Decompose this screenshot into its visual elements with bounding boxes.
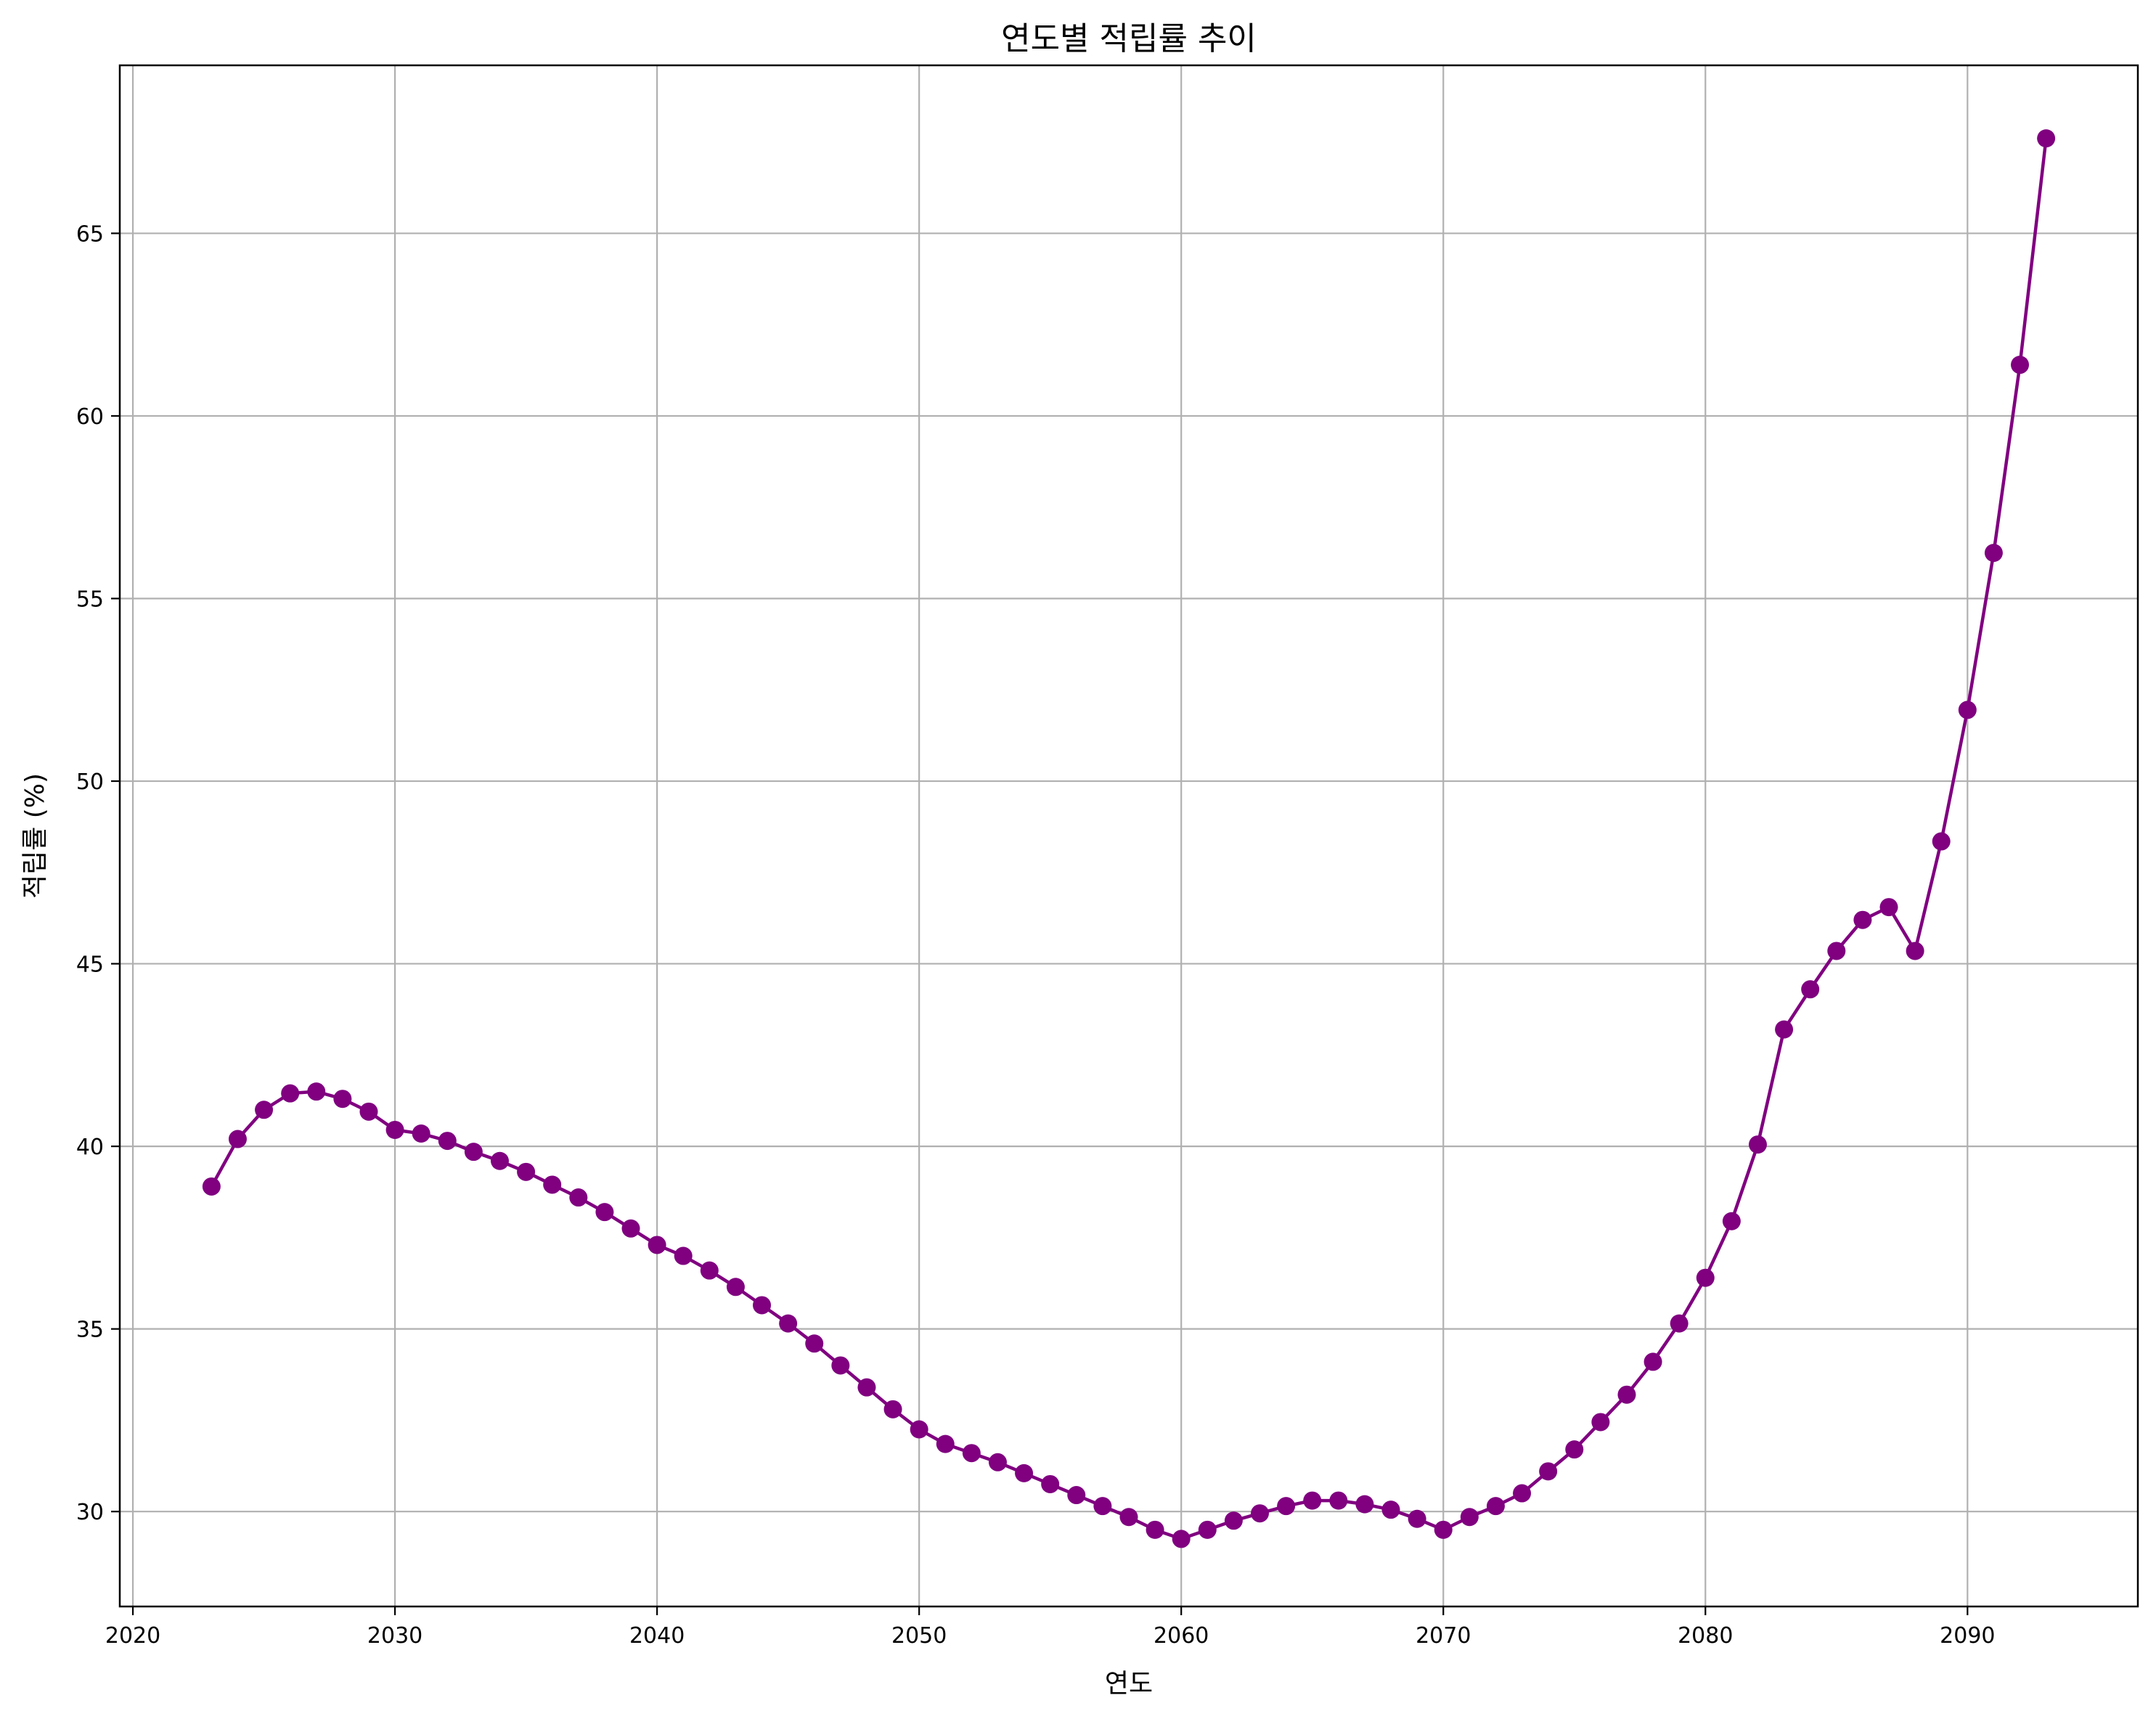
data-point (1670, 1314, 1689, 1333)
data-point (1853, 910, 1872, 929)
data-point (359, 1102, 378, 1121)
y-tick-label: 45 (76, 952, 104, 978)
data-point (1119, 1508, 1138, 1527)
data-point (438, 1132, 457, 1151)
y-tick-label: 40 (76, 1135, 104, 1160)
data-point (831, 1356, 850, 1375)
data-point (883, 1400, 902, 1418)
x-tick-label: 2090 (1940, 1623, 1995, 1649)
data-point (412, 1124, 430, 1143)
data-point (385, 1120, 404, 1139)
x-tick-label: 2060 (1153, 1623, 1209, 1649)
plot-frame (118, 64, 2139, 1608)
data-point (1696, 1268, 1715, 1287)
x-tick-label: 2080 (1678, 1623, 1733, 1649)
data-point (1801, 980, 1820, 999)
y-axis-label: 적립률 (%) (20, 773, 50, 899)
y-tick-label: 35 (76, 1318, 104, 1343)
data-point (1198, 1520, 1217, 1539)
data-point (464, 1143, 483, 1161)
data-point (1958, 701, 1977, 719)
data-point (1329, 1491, 1348, 1510)
data-point (1486, 1497, 1505, 1516)
data-point (700, 1261, 719, 1280)
data-point (1722, 1212, 1741, 1230)
data-point (988, 1453, 1007, 1471)
data-point (1172, 1530, 1191, 1548)
data-point (962, 1444, 981, 1463)
data-point (1827, 942, 1846, 960)
data-point (1984, 544, 2003, 563)
y-tick-label: 50 (76, 769, 104, 795)
data-point (1408, 1509, 1426, 1528)
y-tick-label: 55 (76, 587, 104, 612)
data-point (1041, 1474, 1060, 1493)
data-point (1617, 1385, 1636, 1404)
data-point (726, 1278, 745, 1297)
data-point (1303, 1491, 1322, 1510)
data-point (2037, 129, 2056, 148)
data-point (543, 1175, 562, 1194)
y-tick-label: 30 (76, 1500, 104, 1525)
data-point (753, 1296, 772, 1315)
data-point (1381, 1501, 1400, 1519)
data-point (648, 1236, 666, 1254)
x-tick-label: 2030 (367, 1623, 422, 1649)
x-axis-label: 연도 (1105, 1669, 1153, 1699)
data-point (517, 1162, 536, 1181)
data-point (491, 1151, 510, 1170)
data-point (1591, 1413, 1610, 1432)
data-point (1093, 1497, 1112, 1516)
x-tick-label: 2040 (629, 1623, 685, 1649)
y-tick-label: 65 (76, 221, 104, 247)
data-point (228, 1130, 247, 1148)
data-point (1146, 1520, 1164, 1539)
data-point (910, 1420, 928, 1439)
data-point (805, 1334, 824, 1353)
data-point (333, 1090, 352, 1109)
data-point (255, 1101, 274, 1119)
data-point (857, 1378, 876, 1397)
data-point (1539, 1462, 1558, 1481)
chart-title: 연도별 적립률 추이 (1001, 20, 1257, 57)
data-point (1434, 1520, 1453, 1539)
data-point (569, 1188, 588, 1207)
data-point (1224, 1511, 1243, 1530)
data-point (779, 1314, 798, 1333)
data-point (1932, 832, 1951, 851)
grid (120, 65, 2138, 1606)
data-point (2011, 356, 2030, 375)
data-point (1355, 1495, 1374, 1514)
data-point (621, 1219, 640, 1238)
data-point (1460, 1508, 1479, 1527)
data-point (1251, 1504, 1270, 1523)
data-point (1748, 1135, 1767, 1154)
x-tick-label: 2020 (105, 1623, 160, 1649)
y-tick-label: 60 (76, 404, 104, 430)
data-point (1775, 1020, 1794, 1039)
data-point (1015, 1463, 1034, 1482)
data-point (1879, 898, 1898, 917)
x-tick-label: 2050 (891, 1623, 947, 1649)
data-point (936, 1434, 955, 1453)
axis-ticks: 2020 2030 2040 2050 2060 2070 2080 2090 30 35 40 45… (76, 221, 1996, 1649)
data-point (595, 1203, 614, 1222)
data-point (1565, 1440, 1584, 1459)
data-point (1906, 942, 1924, 960)
x-tick-label: 2070 (1416, 1623, 1471, 1649)
series-layer (202, 129, 2056, 1548)
data-point (1643, 1352, 1662, 1371)
data-point (1277, 1497, 1296, 1516)
data-point (281, 1084, 300, 1103)
data-point (1513, 1484, 1532, 1503)
data-point (674, 1246, 693, 1265)
data-point (307, 1082, 326, 1101)
data-point (1067, 1486, 1086, 1505)
data-point (202, 1177, 221, 1196)
